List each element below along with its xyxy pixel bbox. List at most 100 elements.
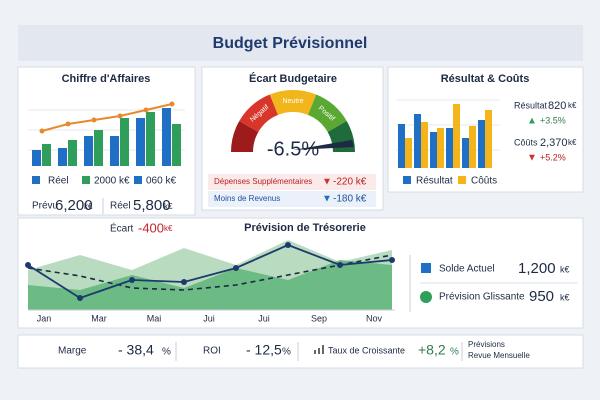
card [17,334,584,369]
kpi-unit: k€ [84,202,93,211]
footer-value: - 12,5 [246,342,282,358]
row-label: Moins de Revenus [214,194,280,203]
header-band [18,25,583,61]
footer-unit: % [162,347,171,358]
kpi-unit: k€ [568,101,577,110]
bar [414,114,421,168]
footer-label: Taux de Croissante [328,345,405,355]
legend-label: 2000 k€ [94,176,130,187]
bar [68,140,77,166]
footer-unit: % [282,347,291,358]
kpi-change: +5.2% [540,152,566,162]
point [337,262,343,268]
trend-point [65,121,71,127]
row-bg [208,191,376,207]
x-tick-label: Jan [37,313,52,323]
bar [469,126,476,168]
bar [430,132,437,168]
gauge-segment [239,94,279,132]
line [27,254,393,291]
kpi-label: Solde Actuel [439,264,495,275]
kpi-arrow: ▼ [527,153,537,164]
kpi-label: Réel [110,201,131,212]
card-title: Écart Budgetaire [249,72,337,85]
x-tick-label: Sep [311,313,327,323]
gap-value: -400 [138,220,164,235]
icon [318,348,320,354]
bar [110,136,119,166]
gauge-zone-label: Neutre [282,98,303,105]
trend-point [39,128,45,134]
point [233,265,239,271]
legend-swatch [403,176,411,184]
bar [398,124,405,168]
row-arrow: ▼ [322,194,332,205]
legend-swatch [82,176,90,184]
point [181,279,187,285]
kpi-label: Prévu [32,201,58,212]
footer-value: +8,2 [418,342,446,358]
point [77,295,83,301]
legend-label: 060 k€ [146,176,176,187]
bar [485,110,492,168]
bar [84,136,93,166]
bar [120,118,129,166]
bar [136,118,145,166]
point [389,257,395,263]
revenue-chart [28,101,185,166]
bar [162,108,171,166]
kpi-unit: k€ [164,202,173,211]
row-value: -180 k€ [333,194,367,205]
trend-line [41,103,173,132]
footer-note: Revue Mensuelle [468,351,530,360]
kpi-arrow: ▲ [527,116,537,127]
cash-chart: Jan Mar Mai Jui Jui Sep Nov [25,240,395,323]
x-tick-label: Mai [147,313,162,323]
gauge-needle [293,140,354,150]
gap-label: Écart [110,222,134,235]
bar [446,128,453,168]
bar [453,104,460,168]
legend-swatch [32,176,40,184]
header-title: Budget Prévisionnel [213,35,368,52]
gauge-segment [231,121,259,152]
point [285,242,291,248]
bar [478,120,485,168]
kpi-value: 1,200 [518,260,556,277]
kpi-value: 6,200 [55,197,93,214]
x-tick-label: Mar [91,313,107,323]
kpi-change: +3.5% [540,115,566,125]
legend-label: Côûts [471,176,497,187]
footer-label: ROI [203,346,221,357]
trend-point [169,101,175,107]
trend-point [143,107,149,113]
bar [437,128,444,168]
kpi-value: 5,800 [133,197,171,214]
legend-swatch [458,176,466,184]
bar [42,144,51,166]
gauge-segment [269,89,317,115]
bar [462,138,469,168]
point [129,277,135,283]
bar [32,150,41,166]
kpi-unit: k€ [560,292,570,302]
footer-value: - 38,4 [118,342,154,358]
legend-swatch [134,176,142,184]
legend-label: Réel [48,176,69,187]
bar [94,130,103,166]
point [25,262,31,268]
row-label: Dépenses Supplémentaires [214,177,312,186]
kpi-icon [420,291,432,303]
footer-note: Prévisions [468,340,505,349]
row-bg [208,174,376,190]
x-tick-label: Nov [366,313,383,323]
kpi-unit: k€ [568,138,577,147]
trend-point [117,113,123,119]
area [28,260,392,310]
legend-label: Résultat [416,176,453,187]
bar [146,112,155,166]
line [27,244,393,299]
card-title: Chiffre d'Affaires [62,73,151,85]
